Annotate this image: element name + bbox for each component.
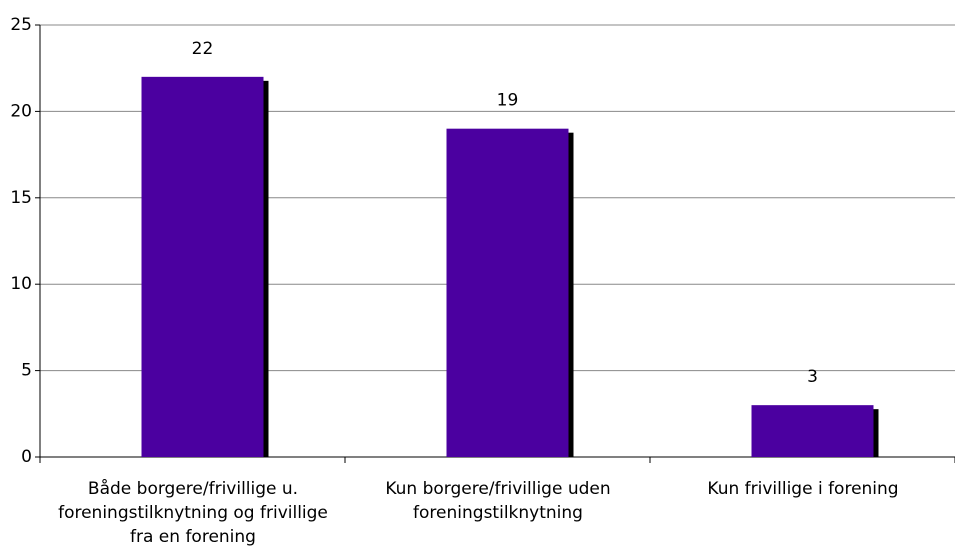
y-tick-label: 15 (10, 188, 32, 208)
y-tick-label: 5 (21, 361, 32, 381)
bar (751, 405, 874, 457)
value-label: 22 (192, 39, 214, 59)
bar (141, 76, 264, 457)
value-label: 19 (497, 91, 519, 111)
y-tick-label: 20 (10, 101, 32, 121)
value-label: 3 (807, 367, 818, 387)
x-tick-label: Kun borgere/frivillige uden foreningstil… (385, 479, 611, 523)
x-tick-label: Kun frivillige i forening (707, 479, 899, 499)
y-tick-label: 0 (21, 447, 32, 467)
x-tick-label: Både borgere/frivillige u. foreningstilk… (58, 479, 328, 547)
y-tick-label: 10 (10, 274, 32, 294)
bar (446, 128, 569, 457)
y-tick-label: 25 (10, 15, 32, 35)
